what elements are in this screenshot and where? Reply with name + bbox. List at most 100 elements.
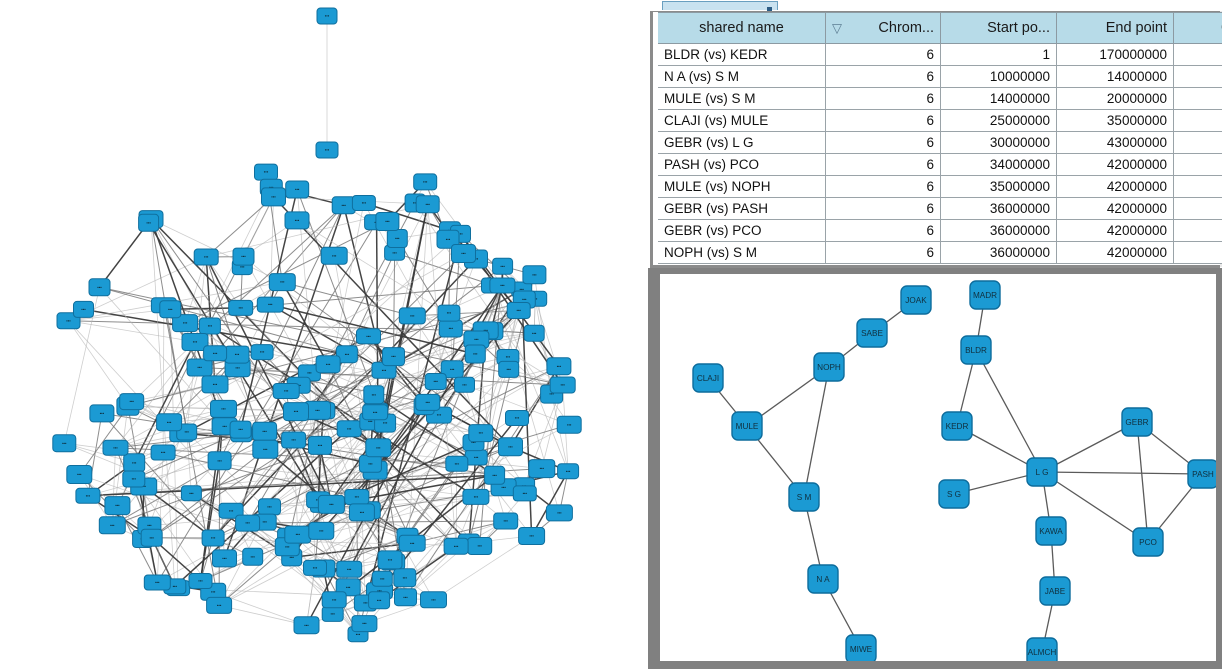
main-network-edge[interactable] xyxy=(150,218,365,624)
cell-start_point[interactable]: 10000000 xyxy=(941,66,1057,88)
main-network-node-shape[interactable] xyxy=(73,300,94,318)
subnetwork-node-shape[interactable] xyxy=(900,285,932,315)
main-network-node-shape[interactable] xyxy=(518,527,546,545)
table-row[interactable]: GEBR (vs) PASH636000000420000008.9 xyxy=(658,198,1222,220)
main-network-node-shape[interactable] xyxy=(549,376,576,394)
main-network-node-shape[interactable] xyxy=(398,534,426,552)
subnetwork-node-shape[interactable] xyxy=(807,564,839,594)
main-network-node[interactable]: ••• xyxy=(232,247,255,266)
main-network-node[interactable]: ••• xyxy=(451,244,476,263)
main-network-node-shape[interactable] xyxy=(122,470,146,488)
main-network-node-shape[interactable] xyxy=(415,393,441,411)
main-network-node[interactable]: ••• xyxy=(203,345,228,362)
main-network-node[interactable]: ••• xyxy=(336,560,363,578)
main-network-node[interactable]: ••• xyxy=(506,302,531,319)
main-network-edge[interactable] xyxy=(168,367,200,423)
main-network-node-shape[interactable] xyxy=(394,588,417,607)
main-network-node-shape[interactable] xyxy=(315,141,339,159)
table-tab-chip[interactable] xyxy=(662,1,778,12)
main-network-node-shape[interactable] xyxy=(207,451,232,471)
subnetwork-edge[interactable] xyxy=(1041,471,1204,475)
main-network-node-shape[interactable] xyxy=(156,413,183,432)
main-network-node[interactable]: ••• xyxy=(440,360,464,379)
main-network-node[interactable]: ••• xyxy=(281,431,307,449)
main-network-node[interactable]: ••• xyxy=(52,434,77,453)
main-network-node-shape[interactable] xyxy=(212,549,237,568)
main-network-node[interactable]: ••• xyxy=(150,444,176,461)
main-network-node-shape[interactable] xyxy=(320,246,348,265)
main-network-edge[interactable] xyxy=(162,452,357,498)
column-header-start-point[interactable]: Start po... xyxy=(941,12,1057,44)
main-network-node-shape[interactable] xyxy=(556,415,582,434)
main-network-node[interactable]: ••• xyxy=(122,470,146,488)
main-network-node-shape[interactable] xyxy=(451,244,476,263)
main-network-edge[interactable] xyxy=(269,303,385,371)
main-network-node-shape[interactable] xyxy=(317,494,345,514)
cell-end_point[interactable]: 42000000 xyxy=(1057,242,1174,264)
main-network-node-shape[interactable] xyxy=(242,547,264,566)
main-network-node[interactable]: ••• xyxy=(316,7,338,25)
main-network-node[interactable]: ••• xyxy=(98,516,126,535)
main-network-node-shape[interactable] xyxy=(545,504,573,522)
subnetwork-node[interactable]: SABE xyxy=(856,318,888,348)
main-network-edge[interactable] xyxy=(306,567,316,626)
main-network-node[interactable]: ••• xyxy=(468,424,494,443)
subnetwork-node[interactable]: NOPH xyxy=(813,352,845,382)
subnetwork-node-shape[interactable] xyxy=(1035,516,1067,546)
main-network-node-shape[interactable] xyxy=(445,455,469,472)
main-network-node-shape[interactable] xyxy=(365,438,392,458)
main-network-node[interactable]: ••• xyxy=(549,376,576,394)
main-network-node-shape[interactable] xyxy=(140,528,163,547)
main-network-node[interactable]: ••• xyxy=(321,605,344,622)
column-header-chromosome[interactable]: ▽ Chrom... xyxy=(826,12,941,44)
main-network-node[interactable]: ••• xyxy=(317,494,345,514)
main-network-node[interactable]: ••• xyxy=(454,376,475,393)
main-network-node-shape[interactable] xyxy=(443,537,469,555)
main-network-node[interactable]: ••• xyxy=(351,195,376,211)
cell-start_point[interactable]: 35000000 xyxy=(941,176,1057,198)
main-network-edge[interactable] xyxy=(282,281,413,317)
subnetwork-edge[interactable] xyxy=(1041,471,1149,543)
main-network-edge[interactable] xyxy=(346,252,396,355)
main-network-edge[interactable] xyxy=(374,469,457,547)
main-network-node-shape[interactable] xyxy=(272,383,300,399)
main-network-node-shape[interactable] xyxy=(351,615,378,633)
main-network-node-shape[interactable] xyxy=(89,404,115,423)
main-network-node-shape[interactable] xyxy=(398,307,426,325)
main-network-node[interactable]: ••• xyxy=(348,503,375,522)
main-network-node-shape[interactable] xyxy=(229,420,252,439)
main-network-node[interactable]: ••• xyxy=(386,229,408,248)
subnetwork-edge[interactable] xyxy=(1136,421,1149,543)
main-network-node[interactable]: ••• xyxy=(398,534,426,552)
main-network-edge[interactable] xyxy=(205,256,333,505)
main-network-node-shape[interactable] xyxy=(462,488,490,505)
main-network-edge[interactable] xyxy=(87,365,560,497)
main-network-node-shape[interactable] xyxy=(206,596,233,614)
main-network-edge[interactable] xyxy=(68,320,129,407)
main-network-node[interactable]: ••• xyxy=(467,537,493,555)
main-network-node[interactable]: ••• xyxy=(335,345,358,364)
main-network-edge[interactable] xyxy=(309,372,358,498)
main-network-node-shape[interactable] xyxy=(523,324,545,342)
main-network-edge[interactable] xyxy=(348,428,358,498)
main-network-node-shape[interactable] xyxy=(293,616,320,635)
cell-chromosome[interactable]: 6 xyxy=(826,132,941,154)
main-network-node-shape[interactable] xyxy=(308,435,332,455)
cell-start_point[interactable]: 36000000 xyxy=(941,198,1057,220)
subnetwork-node-shape[interactable] xyxy=(788,482,820,512)
main-network-node[interactable]: ••• xyxy=(172,314,199,333)
cell-genetic[interactable]: 11.4 xyxy=(1174,154,1222,176)
main-network-node[interactable]: ••• xyxy=(268,273,296,292)
main-network-edge[interactable] xyxy=(319,445,542,469)
main-network-node[interactable]: ••• xyxy=(206,596,233,614)
main-network-node-shape[interactable] xyxy=(505,410,529,426)
main-network-node[interactable]: ••• xyxy=(73,300,94,318)
subnetwork-node[interactable]: MADR xyxy=(969,280,1001,310)
main-network-edge[interactable] xyxy=(99,286,348,355)
sort-descending-icon[interactable]: ▽ xyxy=(832,20,842,36)
main-network-node[interactable]: ••• xyxy=(285,180,310,199)
main-network-node[interactable]: ••• xyxy=(218,502,244,519)
main-network-node-shape[interactable] xyxy=(75,487,101,504)
main-network-node[interactable]: ••• xyxy=(443,537,469,555)
main-network-node-shape[interactable] xyxy=(235,514,261,532)
